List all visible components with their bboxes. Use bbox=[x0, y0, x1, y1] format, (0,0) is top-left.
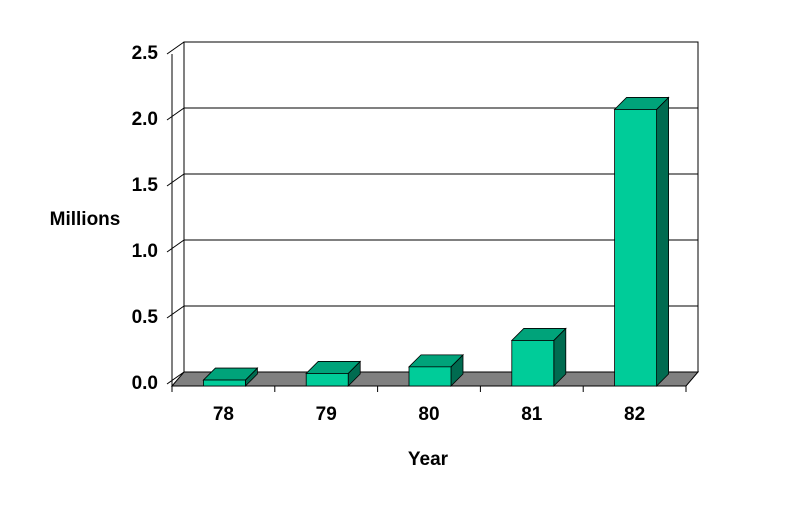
y-tick bbox=[166, 371, 185, 385]
x-tick-label: 79 bbox=[316, 404, 337, 425]
y-tick-label: 2.5 bbox=[132, 43, 159, 64]
y-tick-label: 1.0 bbox=[132, 241, 158, 262]
bar bbox=[202, 379, 246, 387]
x-axis-label: Year bbox=[408, 449, 449, 470]
y-tick bbox=[166, 305, 185, 319]
y-tick bbox=[166, 107, 185, 121]
y-tick bbox=[166, 41, 185, 55]
y-axis-label: Millions bbox=[50, 209, 121, 230]
y-tick-label: 2.0 bbox=[132, 109, 158, 130]
x-tick-label: 81 bbox=[521, 404, 543, 425]
y-tick-label: 0.5 bbox=[132, 307, 159, 328]
y-tick-label: 0.0 bbox=[132, 373, 158, 394]
y-tick-label: 1.5 bbox=[132, 175, 159, 196]
bar bbox=[511, 340, 555, 387]
y-tick bbox=[166, 173, 185, 187]
bar bbox=[408, 366, 452, 387]
x-tick-label: 78 bbox=[213, 404, 234, 425]
bar bbox=[305, 373, 349, 387]
x-tick-label: 80 bbox=[418, 404, 439, 425]
y-tick bbox=[166, 239, 185, 253]
bar bbox=[614, 109, 657, 387]
x-tick-label: 82 bbox=[624, 404, 645, 425]
bar-side bbox=[656, 96, 669, 387]
